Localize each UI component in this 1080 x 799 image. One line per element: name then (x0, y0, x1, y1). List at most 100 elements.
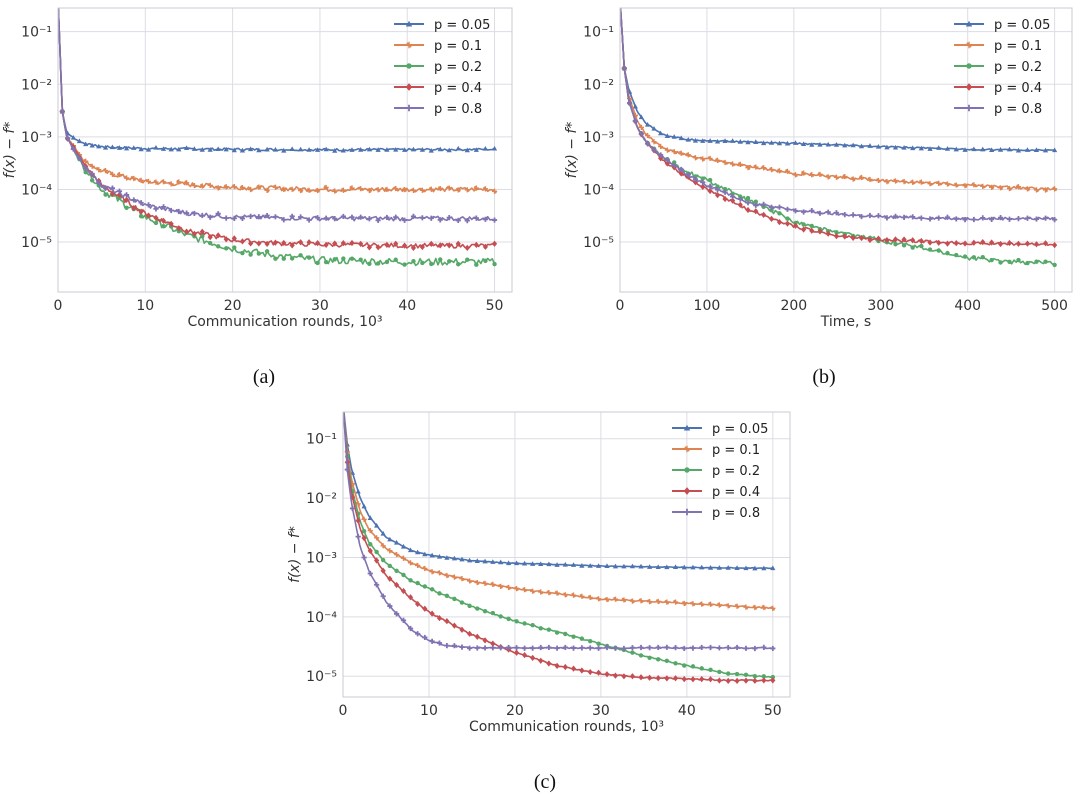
data-point-marker (420, 260, 425, 266)
data-point-marker (466, 578, 473, 584)
data-point-marker (1006, 239, 1013, 247)
data-point-marker (437, 217, 443, 223)
data-point-marker (131, 197, 137, 203)
x-tick-label: 40 (678, 703, 696, 719)
data-point-marker (436, 615, 443, 622)
data-point-marker (239, 147, 246, 153)
data-point-marker (817, 210, 823, 216)
data-point-marker (482, 216, 489, 222)
legend-entry: p = 0.4 (994, 81, 1042, 96)
data-point-marker (638, 674, 644, 681)
data-point-marker (621, 563, 627, 569)
data-point-marker (116, 172, 123, 178)
data-point-marker (980, 146, 986, 152)
data-point-marker (538, 644, 544, 651)
data-point-marker (638, 563, 644, 569)
data-point-marker (672, 564, 679, 570)
data-point-marker (464, 187, 470, 193)
data-point-marker (801, 209, 807, 215)
data-point-marker (630, 650, 635, 655)
data-point-marker (444, 572, 450, 579)
data-point-marker (428, 186, 434, 192)
data-point-marker (89, 142, 95, 148)
data-point-marker (699, 601, 705, 607)
data-point-marker (361, 534, 367, 542)
data-point-marker (176, 179, 182, 185)
legend-entry: p = 0.8 (712, 506, 760, 521)
data-point-marker (554, 645, 560, 651)
data-point-marker (699, 676, 705, 683)
data-point-marker (612, 596, 619, 602)
data-point-marker (76, 138, 83, 144)
data-point-marker (256, 214, 262, 220)
data-point-marker (644, 141, 651, 147)
data-point-marker (563, 631, 568, 637)
data-point-marker (927, 247, 933, 252)
data-point-marker (513, 645, 520, 651)
data-point-marker (446, 147, 452, 153)
data-point-marker (145, 178, 152, 185)
data-point-marker (506, 644, 512, 651)
data-point-marker (776, 168, 783, 174)
data-point-marker (1016, 257, 1021, 263)
y-tick-label: 10⁻² (21, 77, 52, 93)
data-point-marker (944, 214, 951, 220)
data-point-marker (651, 139, 657, 145)
data-point-marker (927, 146, 933, 151)
data-point-marker (393, 257, 398, 262)
data-point-marker (459, 644, 465, 650)
data-point-marker (358, 186, 364, 192)
data-point-marker (546, 561, 552, 567)
data-point-marker (367, 515, 373, 520)
data-point-marker (658, 155, 664, 162)
data-point-marker (83, 158, 89, 164)
data-point-marker (753, 199, 759, 204)
data-point-marker (671, 160, 677, 165)
data-point-marker (375, 217, 381, 223)
data-point-marker (867, 176, 873, 183)
data-point-marker (272, 239, 279, 246)
data-point-marker (554, 662, 560, 670)
data-point-marker (161, 224, 166, 229)
x-tick-label: 30 (311, 298, 329, 314)
data-point-marker (422, 605, 428, 612)
data-point-marker (792, 140, 799, 145)
data-point-marker (387, 548, 393, 554)
data-point-marker (1033, 187, 1040, 193)
data-point-marker (231, 147, 237, 153)
data-point-marker (123, 145, 130, 151)
data-point-marker (730, 197, 736, 204)
data-point-marker (191, 210, 197, 217)
data-point-marker (123, 175, 130, 181)
data-point-marker (138, 177, 144, 183)
data-point-marker (801, 141, 807, 147)
x-axis-label: Communication rounds, 10³ (469, 719, 664, 735)
data-point-marker (368, 542, 373, 547)
plot-area: 0 10 20 30 40 50 10⁻¹ 10⁻² 10⁻³ 10⁻⁴ 10⁻⁵ Communica… (287, 411, 791, 735)
data-point-marker (579, 563, 585, 568)
data-point-marker (651, 125, 657, 131)
data-point-marker (722, 159, 728, 166)
data-point-marker (1052, 242, 1058, 249)
data-point-marker (989, 257, 994, 263)
plot-area: 0 10 20 30 40 50 10⁻¹ 10⁻² 10⁻³ 10⁻⁴ 10⁻⁵ Communica… (2, 7, 513, 330)
data-point-marker (491, 240, 498, 247)
data-point-marker (833, 232, 840, 240)
data-point-marker (612, 645, 619, 651)
data-point-marker (1006, 185, 1013, 192)
data-point-marker (374, 522, 380, 528)
data-point-marker (387, 536, 393, 542)
data-point-marker (617, 0, 622, 3)
data-point-marker (530, 622, 535, 628)
data-point-marker (809, 142, 815, 147)
data-point-marker (587, 563, 593, 568)
data-point-marker (437, 146, 443, 152)
data-point-marker (298, 146, 304, 152)
data-point-marker (770, 677, 776, 684)
data-point-marker (367, 570, 373, 577)
data-point-marker (358, 214, 364, 220)
data-point-marker (1025, 260, 1030, 266)
data-point-marker (70, 134, 76, 140)
data-point-marker (587, 638, 593, 644)
